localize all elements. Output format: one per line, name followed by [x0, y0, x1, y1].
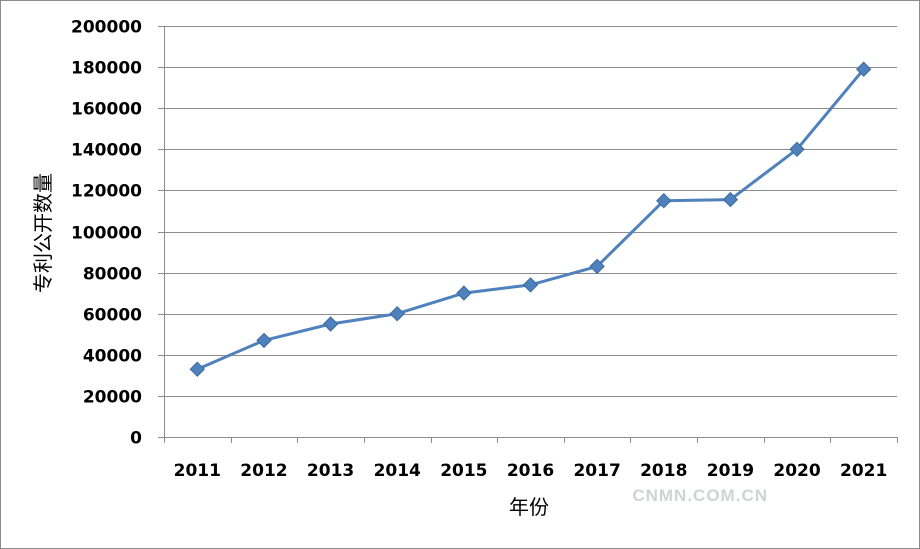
gridlines [164, 26, 897, 397]
series [189, 61, 872, 377]
data-point-marker [522, 277, 539, 293]
x-tick-label: 2016 [507, 461, 554, 481]
data-point-marker [589, 258, 605, 275]
y-tick-label: 40000 [83, 347, 142, 367]
data-point-marker [456, 285, 472, 301]
y-tick-label: 20000 [83, 388, 142, 408]
axes [158, 26, 898, 443]
data-point-marker [389, 305, 405, 322]
y-tick-label: 140000 [71, 141, 142, 161]
x-tick-label: 2017 [573, 461, 620, 481]
y-tick-label: 200000 [71, 18, 142, 38]
data-point-marker [855, 61, 872, 77]
series-line [196, 68, 865, 371]
y-tick-label: 120000 [71, 182, 142, 202]
data-point-marker [256, 332, 272, 349]
x-tick-label: 2021 [840, 461, 887, 481]
x-tick-label: 2020 [773, 461, 820, 481]
y-tick-label: 0 [130, 429, 142, 449]
y-tick-label: 160000 [71, 100, 142, 120]
data-point-marker [322, 316, 339, 332]
x-tick-label: 2013 [307, 461, 354, 481]
x-tick-label: 2011 [174, 461, 221, 481]
y-axis-title: 专利公开数量 [31, 173, 55, 293]
data-point-marker [189, 361, 206, 377]
x-tick-label: 2018 [640, 461, 687, 481]
data-point-marker [789, 141, 805, 158]
watermark-text: CNMN.COM.CN [632, 486, 768, 505]
x-tick-label: 2019 [707, 461, 754, 481]
x-tick-label: 2012 [240, 461, 287, 481]
data-point-marker [656, 192, 672, 209]
x-axis-title: 年份 [509, 495, 549, 519]
x-tick-labels: 2011 2012 2013 2014 2015 2016 2017 2018 2019 2020… [174, 461, 888, 481]
x-tick-label: 2015 [440, 461, 487, 481]
data-point-marker [722, 191, 739, 208]
y-tick-label: 60000 [83, 306, 142, 326]
x-tick-label: 2014 [374, 461, 421, 481]
y-tick-labels: 0 20000 40000 60000 80000 100000 120000 140000 1… [71, 18, 142, 449]
y-tick-label: 80000 [83, 265, 142, 285]
y-tick-label: 180000 [71, 59, 142, 79]
y-tick-label: 100000 [71, 224, 142, 244]
